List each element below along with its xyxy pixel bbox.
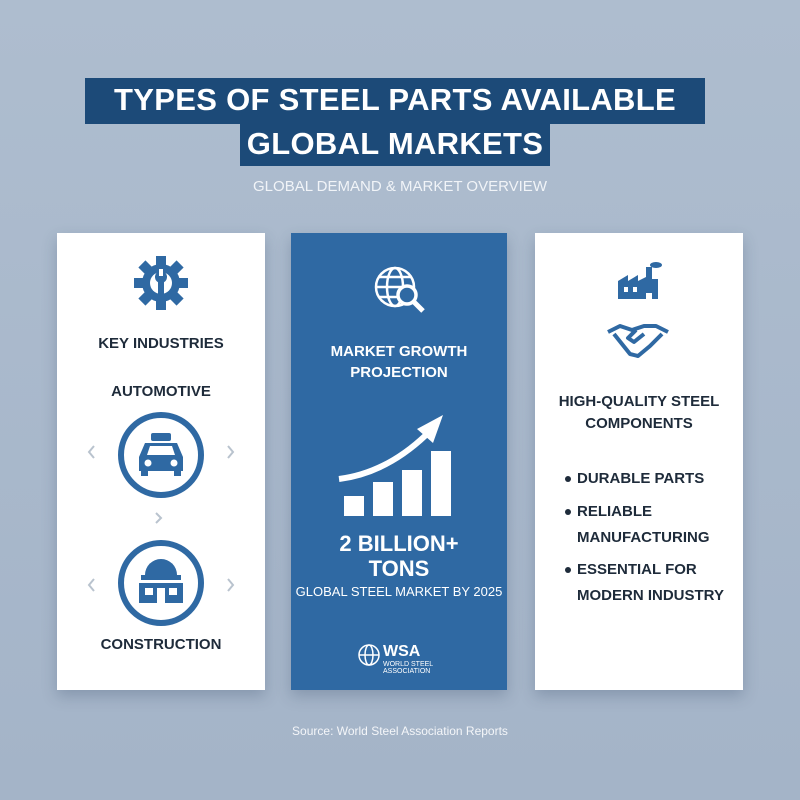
industry-label: CONSTRUCTION <box>100 636 222 653</box>
bullet-line: MODERN INDUSTRY <box>577 587 724 604</box>
card-heading: KEY INDUSTRIES <box>98 335 224 352</box>
bullet: RELIABLE MANUFACTURING <box>577 499 710 551</box>
heading-line: MARKET GROWTH <box>330 343 468 360</box>
components-card: HIGH-QUALITY STEEL COMPONENTS DURABLE PAR… <box>535 233 743 690</box>
bullet: DURABLE PARTS <box>577 466 704 492</box>
construction-icon <box>139 559 183 603</box>
logo-line: ASSOCIATION <box>383 668 431 675</box>
card-icons <box>87 256 235 626</box>
logo-name: WORLD STEEL ASSOCIATION <box>383 661 433 675</box>
heading-line: HIGH-QUALITY STEEL <box>558 393 720 410</box>
card-heading: HIGH-QUALITY STEEL COMPONENTS <box>535 391 743 435</box>
factory-icon <box>618 262 662 299</box>
card-heading: MARKET GROWTH PROJECTION <box>291 341 507 383</box>
card-icons <box>565 262 669 573</box>
wsa-logo-mark <box>358 644 380 666</box>
bullet-line: RELIABLE <box>577 503 652 520</box>
growth-chart-icon <box>338 415 451 516</box>
bullet: ESSENTIAL FOR MODERN INDUSTRY <box>577 557 724 609</box>
figure-line: 2 BILLION+ <box>339 531 459 556</box>
gear-icon <box>134 256 188 310</box>
figure-caption: GLOBAL STEEL MARKET BY 2025 <box>295 584 503 599</box>
industries-card: KEY INDUSTRIES AUTOMOTIVE CONSTRUCTION <box>57 233 265 690</box>
growth-card: MARKET GROWTH PROJECTION 2 BILLION+ TONS G… <box>291 233 507 690</box>
icon-ring <box>118 540 204 626</box>
figure-line: TONS <box>368 556 430 581</box>
title-line: TYPES OF STEEL PARTS AVAILABLE FOR <box>85 78 705 161</box>
bullet-line: DURABLE PARTS <box>577 470 705 487</box>
heading-line: COMPONENTS <box>585 415 693 432</box>
icon-ring <box>118 412 204 498</box>
bullet-line: MANUFACTURING <box>577 529 710 546</box>
title-line: GLOBAL MARKETS <box>240 122 550 166</box>
industry-label: AUTOMOTIVE <box>111 383 211 400</box>
globe-icon <box>374 266 425 313</box>
carousel-arrows[interactable] <box>87 445 235 592</box>
handshake-icon <box>607 324 669 358</box>
key-figure: 2 BILLION+ TONS <box>291 531 507 581</box>
subtitle: GLOBAL DEMAND & MARKET OVERVIEW <box>253 178 547 195</box>
logo-abbr: WSA <box>383 643 421 660</box>
bullet-line: ESSENTIAL FOR <box>577 561 697 578</box>
source-note: Source: World Steel Association Reports <box>292 724 508 738</box>
logo-line: WORLD STEEL <box>383 661 434 668</box>
card-icons <box>338 266 451 666</box>
car-icon <box>139 433 183 476</box>
bullet-dots <box>565 476 571 573</box>
heading-line: PROJECTION <box>350 364 448 381</box>
